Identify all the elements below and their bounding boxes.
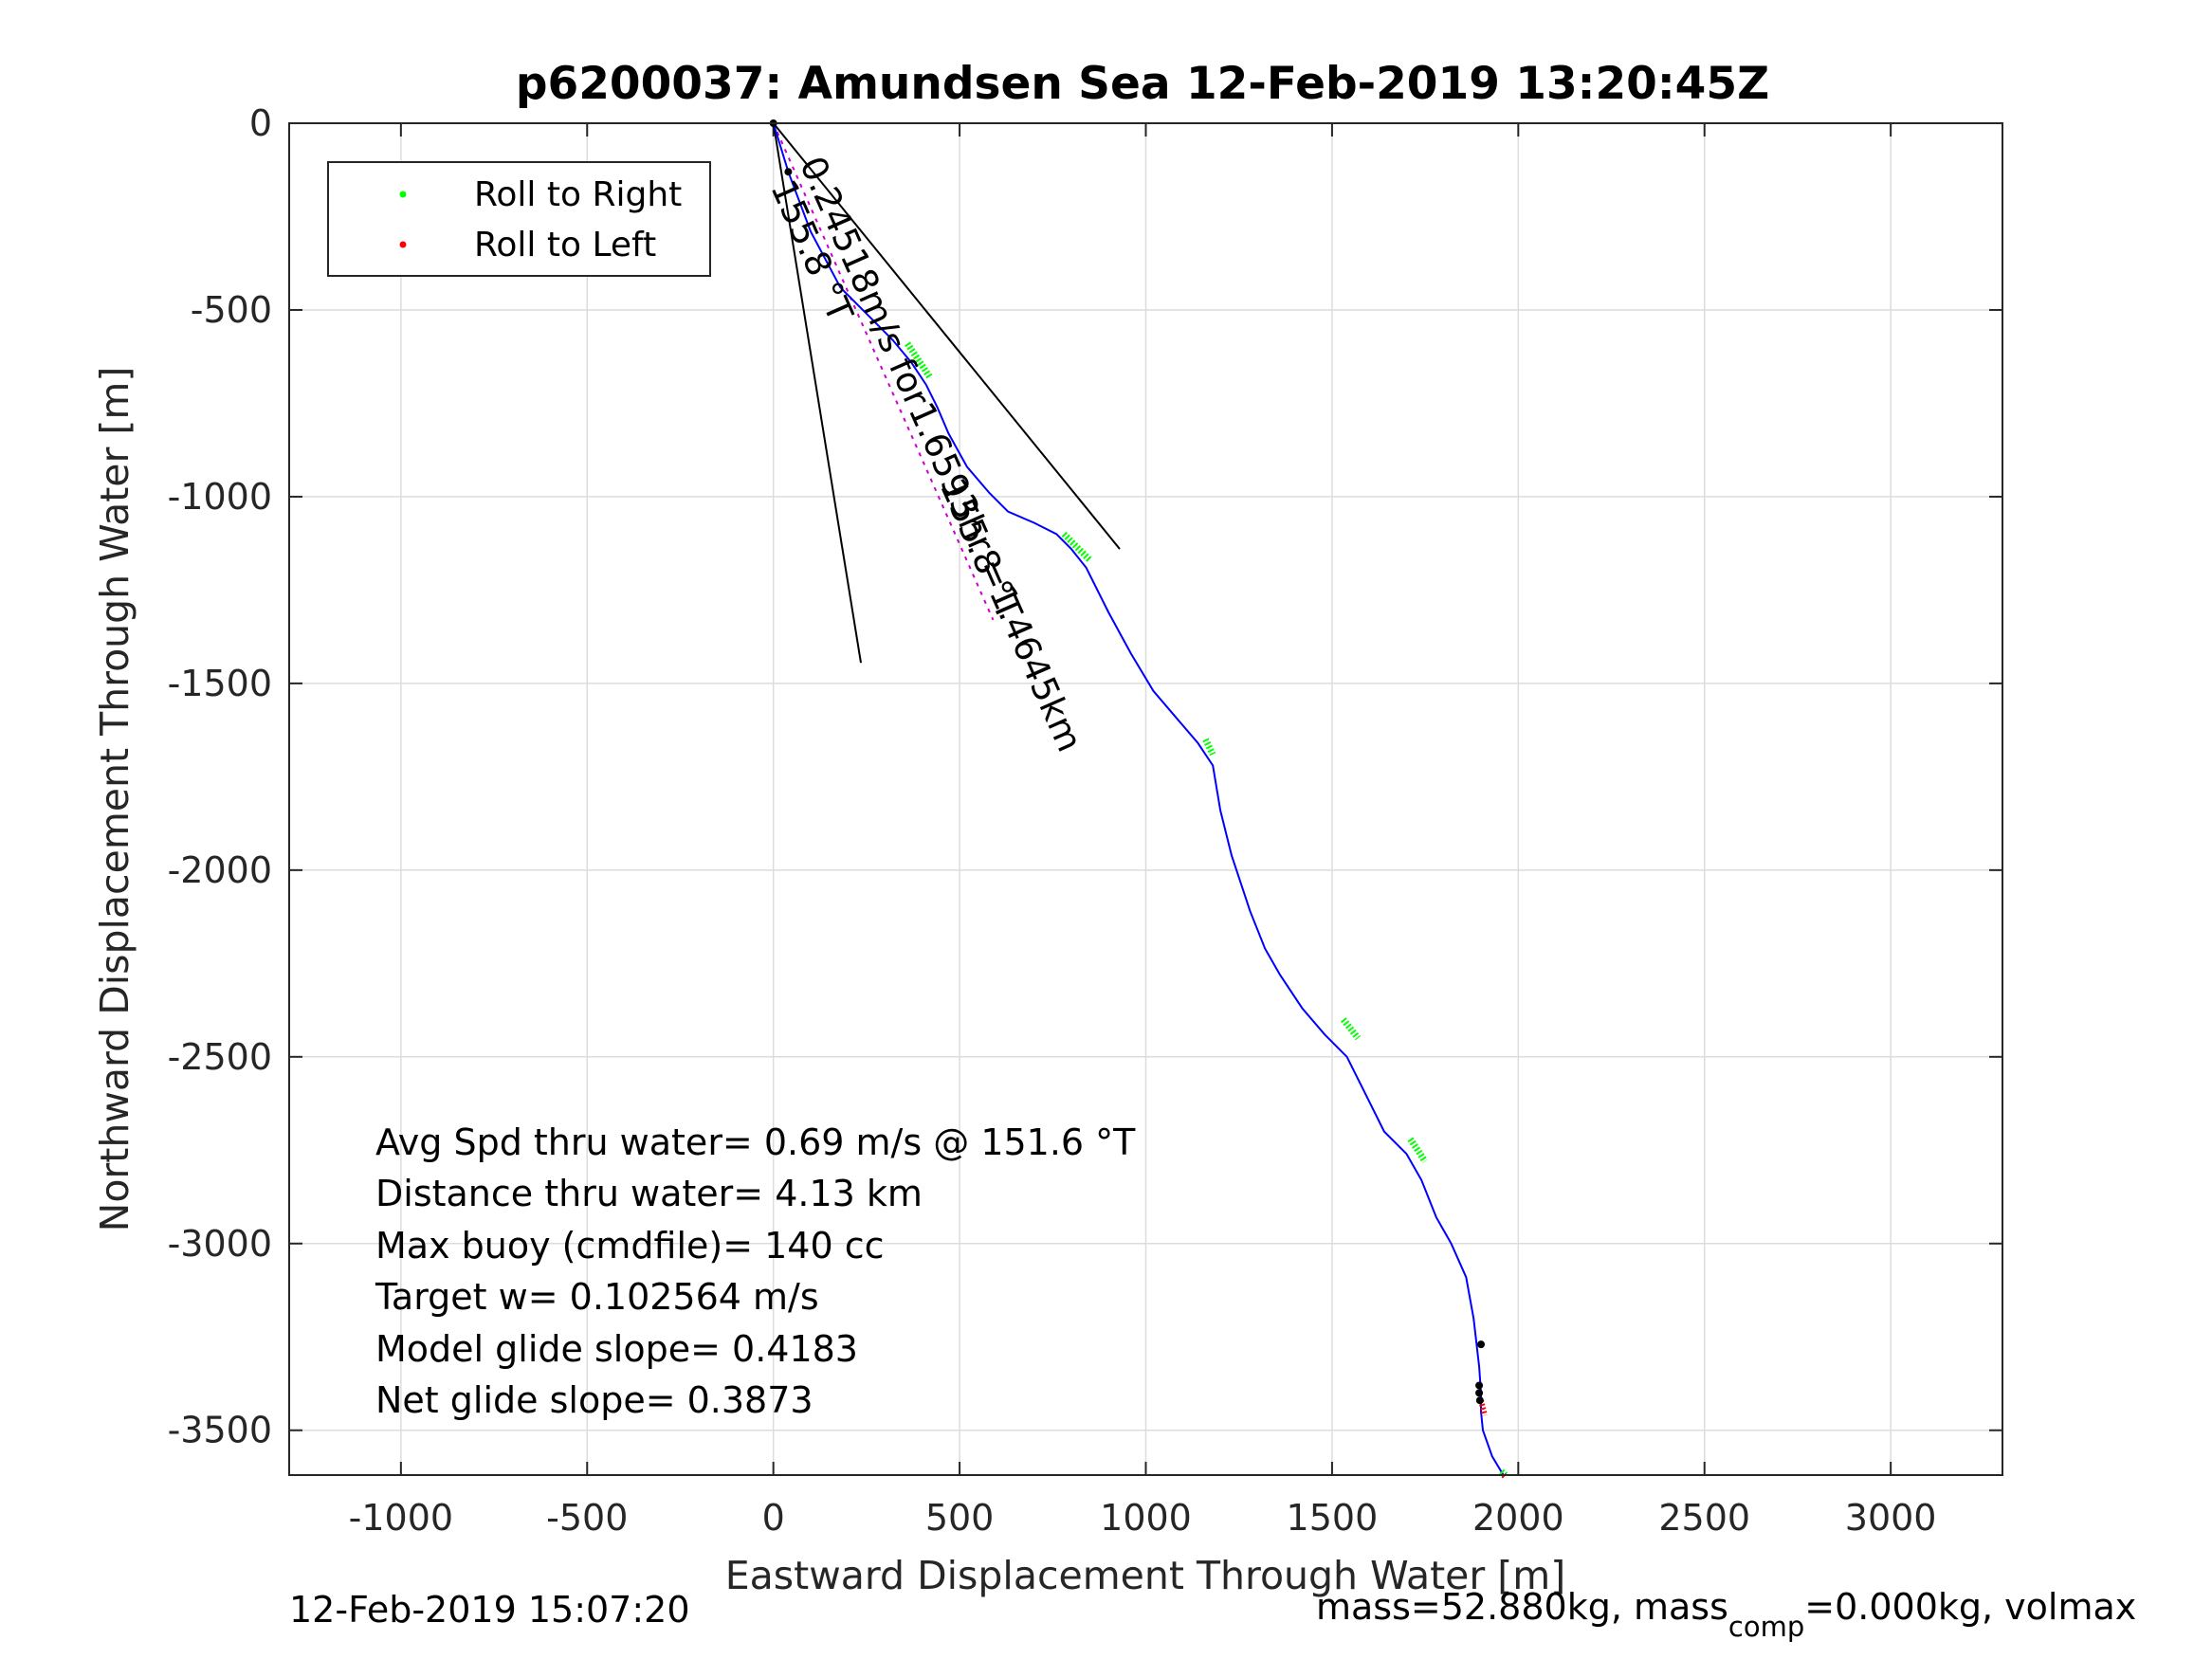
stats-line: Model glide slope= 0.4183 [375, 1328, 858, 1370]
roll-right-segment [1202, 738, 1216, 757]
legend-marker-roll-left [399, 241, 407, 248]
roll-right-segment [1407, 1137, 1429, 1164]
y-tick-label: 0 [249, 102, 272, 144]
footer-timestamp: 12-Feb-2019 15:07:20 [289, 1589, 690, 1631]
stats-line: Avg Spd thru water= 0.69 m/s @ 151.6 °T [375, 1121, 1136, 1163]
x-tick-label: -500 [546, 1497, 628, 1539]
x-tick-label: 2500 [1658, 1497, 1750, 1539]
legend-box [327, 161, 711, 277]
x-tick-label: 1500 [1287, 1497, 1379, 1539]
x-tick-label: -1000 [349, 1497, 453, 1539]
stats-line: Max buoy (cmdfile)= 140 cc [375, 1225, 885, 1267]
y-tick-label: -1000 [168, 476, 272, 518]
x-axis-label: Eastward Displacement Through Water [m] [725, 1553, 1565, 1598]
track-line [772, 122, 1505, 1476]
stats-line: Distance thru water= 4.13 km [375, 1173, 923, 1214]
legend-label-roll-right: Roll to Right [474, 175, 682, 214]
x-tick-label: 3000 [1845, 1497, 1937, 1539]
legend: Roll to Right Roll to Left [327, 161, 711, 277]
y-tick-label: -1500 [168, 663, 272, 704]
x-tick-label: 2000 [1472, 1497, 1564, 1539]
footer-mass-subscript: comp [1728, 1611, 1804, 1643]
heading-line [772, 122, 862, 664]
y-tick-label: -2000 [168, 849, 272, 891]
x-axis-ticks: -1000 -500 0 500 1000 1500 2000 2500 3000 [349, 123, 1937, 1539]
y-tick-label: -500 [191, 289, 272, 331]
roll-right-segment [1061, 531, 1093, 563]
y-tick-label: -2500 [168, 1036, 272, 1078]
legend-marker-roll-right [399, 191, 407, 198]
stats-line: Target w= 0.102564 m/s [375, 1276, 819, 1318]
footer-mass-info: mass=52.880kg, masscomp=0.000kg, volmax [1316, 1586, 2136, 1643]
black-point [1475, 1396, 1484, 1405]
roll-left-segment [1478, 1399, 1488, 1416]
black-point [1475, 1381, 1484, 1390]
black-point [1475, 1389, 1484, 1397]
series-layer [769, 119, 1508, 1480]
stats-line: Net glide slope= 0.3873 [375, 1379, 814, 1421]
black-point [1477, 1340, 1486, 1349]
heading-line [772, 122, 1121, 550]
stats-block: Avg Spd thru water= 0.69 m/s @ 151.6 °T … [375, 1121, 1136, 1421]
y-axis-ticks: 0 -500 -1000 -1500 -2000 -2500 -3000 -3500 [168, 102, 2002, 1451]
axes-box [288, 122, 2003, 1476]
roll-right-segment [905, 341, 933, 379]
x-tick-label: 500 [925, 1497, 995, 1539]
chart-title: p6200037: Amundsen Sea 12-Feb-2019 13:20… [516, 58, 1769, 110]
footer-mass-suffix: =0.000kg, volmax [1804, 1586, 2136, 1628]
y-tick-label: -3000 [168, 1223, 272, 1265]
footer-mass-prefix: mass=52.880kg, mass [1316, 1586, 1728, 1628]
y-tick-label: -3500 [168, 1410, 272, 1451]
grid [289, 122, 2002, 1475]
roll-right-segment [1340, 1017, 1362, 1041]
y-axis-label: Northward Displacement Through Water [m] [92, 367, 137, 1232]
x-tick-label: 0 [762, 1497, 785, 1539]
black-point [784, 168, 793, 176]
x-tick-label: 1000 [1100, 1497, 1192, 1539]
legend-label-roll-left: Roll to Left [474, 226, 656, 264]
